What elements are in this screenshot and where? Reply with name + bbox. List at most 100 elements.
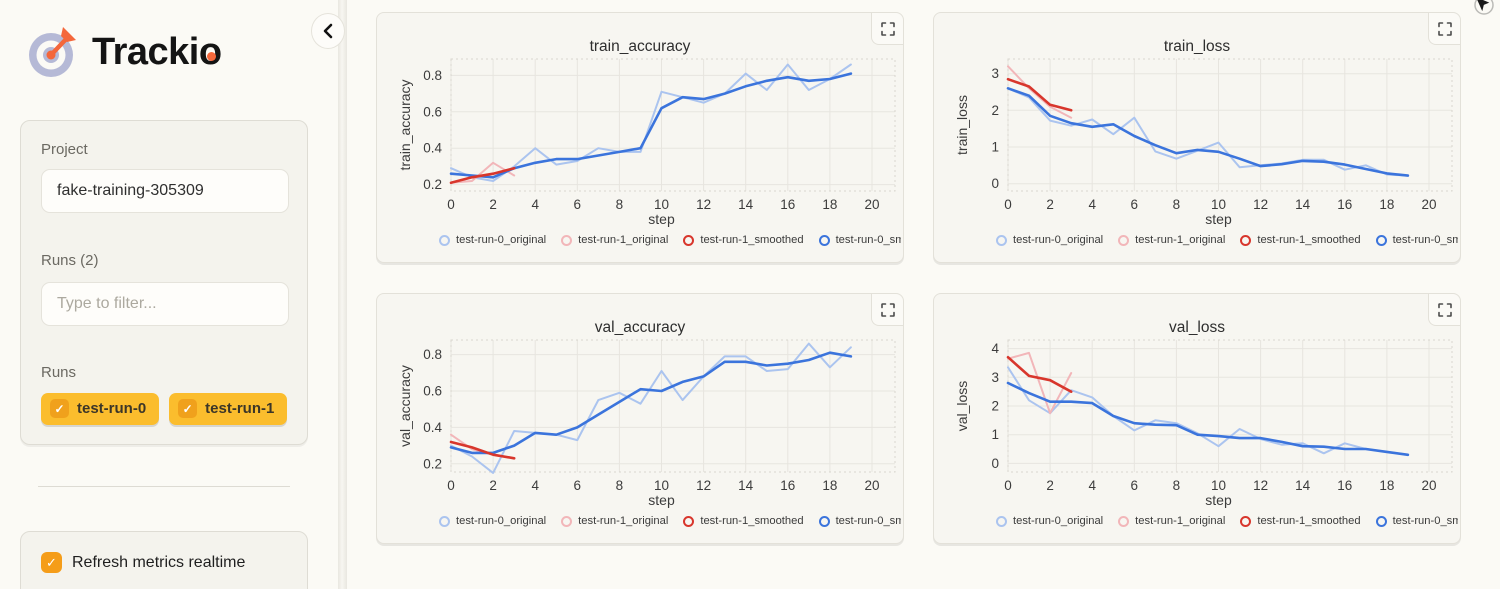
legend-label: test-run-0_original [456, 234, 547, 246]
svg-text:train_accuracy: train_accuracy [397, 79, 413, 170]
series-color-ring-icon [561, 234, 573, 246]
chart-legend: test-run-0_original test-run-1_original te… [996, 227, 1458, 253]
svg-text:0: 0 [1004, 478, 1012, 493]
fullscreen-icon [1437, 21, 1452, 36]
svg-text:18: 18 [1379, 197, 1394, 212]
charts-area: 0 2 4 6 8 10 12 14 16 18 20 0.2 0.4 0.6 0.8 train_accur… [347, 0, 1500, 589]
legend-item-test-run-0_original[interactable]: test-run-0_original [996, 234, 1103, 246]
sidebar-collapse-button[interactable] [311, 13, 345, 49]
project-label: Project [41, 141, 88, 158]
series-color-ring-icon [818, 234, 830, 246]
refresh-realtime-checkbox[interactable]: ✓ [41, 552, 62, 573]
legend-label: test-run-1_original [1135, 234, 1226, 246]
svg-text:20: 20 [1421, 197, 1436, 212]
val-accuracy-plot[interactable]: 0 2 4 6 8 10 12 14 16 18 20 0.2 0.4 0.6 0.8 val_accurac… [377, 294, 904, 544]
svg-text:3: 3 [991, 66, 999, 81]
run-chip-test-run-0[interactable]: ✓ test-run-0 [41, 393, 160, 425]
runs-label: Runs [41, 364, 77, 381]
svg-text:10: 10 [1211, 478, 1226, 493]
svg-text:14: 14 [1295, 197, 1311, 212]
svg-text:2: 2 [1046, 478, 1054, 493]
app-title: Trackio [92, 31, 222, 74]
chart-card-val-loss: 0 2 4 6 8 10 12 14 16 18 20 0 1 2 3 4 val_loss step val_l… [933, 293, 1461, 544]
svg-text:3: 3 [991, 370, 999, 385]
svg-text:8: 8 [1173, 197, 1181, 212]
legend-label: test-run-1_smoothed [700, 234, 804, 246]
series-color-ring-icon [683, 515, 695, 527]
svg-text:14: 14 [738, 478, 754, 493]
svg-text:18: 18 [822, 478, 837, 493]
expand-chart-button[interactable] [1428, 294, 1460, 326]
legend-item-test-run-1_original[interactable]: test-run-1_original [561, 234, 668, 246]
svg-text:0.6: 0.6 [423, 104, 442, 119]
svg-text:8: 8 [616, 478, 624, 493]
legend-item-test-run-1_original[interactable]: test-run-1_original [1118, 234, 1225, 246]
project-input[interactable] [41, 169, 289, 213]
svg-text:0: 0 [991, 456, 999, 471]
legend-label: test-run-0_smoothed [1392, 234, 1458, 246]
svg-text:val_accuracy: val_accuracy [397, 365, 413, 447]
series-color-ring-icon [1240, 234, 1252, 246]
sidebar: Trackio Project Runs (2) Runs ✓ test-run-… [0, 0, 338, 589]
app-logo: Trackio [26, 24, 222, 80]
chart-card-train-accuracy: 0 2 4 6 8 10 12 14 16 18 20 0.2 0.4 0.6 0.8 train_accur… [376, 12, 904, 263]
realtime-panel: ✓ Refresh metrics realtime [20, 531, 308, 589]
legend-item-test-run-0_original[interactable]: test-run-0_original [439, 234, 546, 246]
svg-text:20: 20 [1421, 478, 1436, 493]
expand-chart-button[interactable] [871, 13, 903, 45]
series-color-ring-icon [1375, 515, 1387, 527]
chart-legend: test-run-0_original test-run-1_original te… [439, 508, 901, 534]
svg-text:val_loss: val_loss [954, 381, 970, 432]
svg-text:4: 4 [531, 478, 539, 493]
svg-text:0: 0 [991, 176, 999, 191]
expand-chart-button[interactable] [871, 294, 903, 326]
chart-title: val_loss [1169, 319, 1225, 336]
legend-label: test-run-1_smoothed [1257, 234, 1361, 246]
svg-text:6: 6 [574, 197, 582, 212]
legend-item-test-run-0_smoothed[interactable]: test-run-0_smoothed [1375, 515, 1458, 527]
legend-label: test-run-1_smoothed [700, 515, 804, 527]
series-color-ring-icon [996, 234, 1007, 246]
legend-label: test-run-0_original [1013, 234, 1104, 246]
legend-item-test-run-0_original[interactable]: test-run-0_original [996, 515, 1103, 527]
legend-item-test-run-1_original[interactable]: test-run-1_original [561, 515, 668, 527]
svg-text:0.6: 0.6 [423, 384, 442, 399]
legend-item-test-run-1_smoothed[interactable]: test-run-1_smoothed [1240, 234, 1361, 246]
legend-label: test-run-1_smoothed [1257, 515, 1361, 527]
svg-text:2: 2 [489, 197, 497, 212]
legend-item-test-run-0_smoothed[interactable]: test-run-0_smoothed [1375, 234, 1458, 246]
legend-item-test-run-0_original[interactable]: test-run-0_original [439, 515, 546, 527]
chart-title: train_accuracy [589, 38, 691, 55]
series-color-ring-icon [561, 515, 573, 527]
legend-item-test-run-1_smoothed[interactable]: test-run-1_smoothed [683, 234, 804, 246]
train-accuracy-plot[interactable]: 0 2 4 6 8 10 12 14 16 18 20 0.2 0.4 0.6 0.8 train_accur… [377, 13, 904, 263]
series-color-ring-icon [1118, 234, 1130, 246]
svg-text:20: 20 [864, 197, 879, 212]
legend-item-test-run-1_smoothed[interactable]: test-run-1_smoothed [683, 515, 804, 527]
svg-text:0.4: 0.4 [423, 141, 442, 156]
chevron-left-icon [323, 23, 333, 39]
svg-text:0.8: 0.8 [423, 347, 442, 362]
svg-text:10: 10 [654, 478, 669, 493]
runs-filter-input[interactable] [41, 282, 289, 326]
sidebar-resize-divider[interactable] [338, 0, 347, 589]
svg-text:8: 8 [616, 197, 624, 212]
svg-text:4: 4 [531, 197, 539, 212]
legend-item-test-run-1_original[interactable]: test-run-1_original [1118, 515, 1225, 527]
svg-text:0.8: 0.8 [423, 68, 442, 83]
legend-item-test-run-0_smoothed[interactable]: test-run-0_smoothed [818, 234, 901, 246]
mouse-cursor-icon [1474, 0, 1494, 15]
run-chip-label: test-run-0 [77, 400, 147, 417]
svg-text:14: 14 [1295, 478, 1311, 493]
legend-item-test-run-0_smoothed[interactable]: test-run-0_smoothed [818, 515, 901, 527]
svg-text:step: step [648, 492, 675, 508]
run-chip-test-run-1[interactable]: ✓ test-run-1 [169, 393, 288, 425]
svg-text:0.2: 0.2 [423, 456, 442, 471]
expand-chart-button[interactable] [1428, 13, 1460, 45]
svg-text:10: 10 [654, 197, 669, 212]
legend-label: test-run-0_original [1013, 515, 1104, 527]
series-color-ring-icon [1375, 234, 1387, 246]
legend-item-test-run-1_smoothed[interactable]: test-run-1_smoothed [1240, 515, 1361, 527]
